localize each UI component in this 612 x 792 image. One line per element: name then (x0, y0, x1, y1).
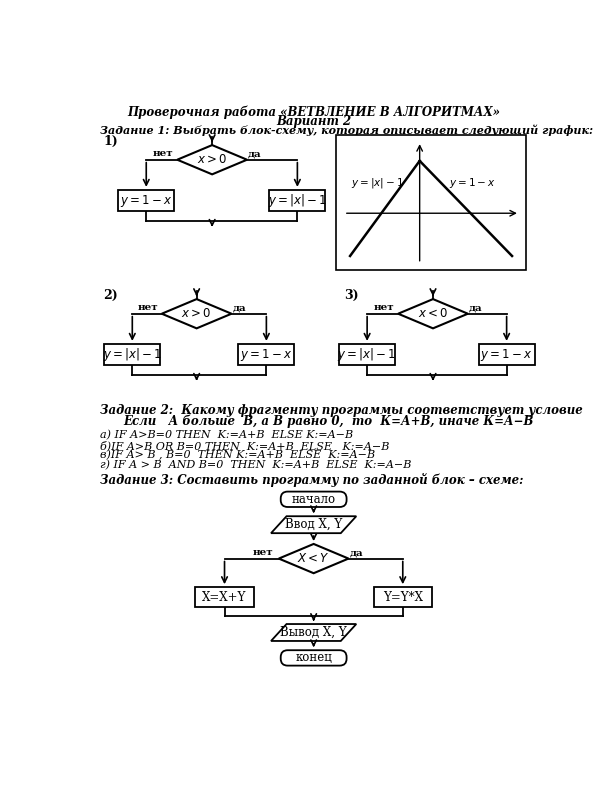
Text: $x<0$: $x<0$ (418, 307, 448, 320)
Polygon shape (162, 299, 231, 329)
Bar (239, 344, 294, 365)
Bar (118, 190, 174, 211)
Polygon shape (398, 299, 468, 329)
FancyBboxPatch shape (281, 650, 346, 665)
Text: $y=|x|-1$: $y=|x|-1$ (267, 192, 327, 209)
Text: Y=Y*X: Y=Y*X (382, 591, 423, 604)
Polygon shape (177, 145, 247, 174)
Text: да: да (469, 303, 482, 312)
FancyBboxPatch shape (281, 492, 346, 507)
Text: Если   А больше  В, а В равно 0,  то  К=А+В, иначе К=А−В: Если А больше В, а В равно 0, то К=А+В, … (123, 415, 534, 428)
Bar (374, 587, 432, 607)
Text: $X<Y$: $X<Y$ (297, 552, 330, 565)
Text: да: да (233, 303, 246, 312)
Bar (269, 190, 325, 211)
Text: начало: начало (291, 493, 336, 506)
Polygon shape (271, 624, 356, 641)
Text: а) IF A>B=0 THEN  K:=A+B  ELSE K:=A−B: а) IF A>B=0 THEN K:=A+B ELSE K:=A−B (100, 430, 353, 440)
Text: в)IF A> B , B=0  THEN K:=A+B  ELSE  K:=A−B: в)IF A> B , B=0 THEN K:=A+B ELSE K:=A−B (100, 450, 375, 461)
Text: 1): 1) (103, 135, 118, 148)
Text: 3): 3) (344, 289, 359, 302)
Text: $y=1-x$: $y=1-x$ (449, 176, 496, 190)
Text: нет: нет (153, 150, 174, 158)
Text: 2): 2) (103, 289, 118, 302)
Polygon shape (271, 516, 356, 533)
Text: Проверочная работа «ВЕТВЛЕНИЕ В АЛГОРИТМАХ»: Проверочная работа «ВЕТВЛЕНИЕ В АЛГОРИТМ… (127, 105, 500, 119)
Text: Вывод X, Y: Вывод X, Y (280, 626, 347, 639)
Text: Вариант 2: Вариант 2 (276, 115, 351, 128)
Bar (336, 135, 526, 270)
Text: $y=|x|-1$: $y=|x|-1$ (351, 176, 403, 190)
Bar (479, 344, 534, 365)
Text: г) IF A > B  AND B=0  THEN  K:=A+B  ELSE  K:=A−B: г) IF A > B AND B=0 THEN K:=A+B ELSE K:=… (100, 460, 411, 470)
Text: Ввод X, Y: Ввод X, Y (285, 518, 342, 531)
Text: Задание 2:  Какому фрагменту программы соответствует условие: Задание 2: Какому фрагменту программы со… (100, 404, 583, 417)
Text: $y=1-x$: $y=1-x$ (240, 347, 293, 363)
Bar (195, 587, 253, 607)
Text: $x>0$: $x>0$ (197, 153, 227, 166)
Text: нет: нет (253, 548, 274, 558)
Text: $x>0$: $x>0$ (182, 307, 212, 320)
Text: нет: нет (138, 303, 158, 312)
Text: да: да (349, 548, 363, 558)
Text: $y=|x|-1$: $y=|x|-1$ (337, 346, 397, 363)
Text: $y=1-x$: $y=1-x$ (120, 192, 173, 208)
Text: X=X+Y: X=X+Y (203, 591, 247, 604)
Text: $y=1-x$: $y=1-x$ (480, 347, 533, 363)
Text: конец: конец (295, 651, 332, 664)
Text: Задание 3: Составить программу по заданной блок – схеме:: Задание 3: Составить программу по заданн… (100, 473, 523, 487)
Text: $y=|x|-1$: $y=|x|-1$ (103, 346, 162, 363)
Polygon shape (279, 544, 348, 573)
Text: Задание 1: Выбрать блок-схему, которая описывает следующий график:: Задание 1: Выбрать блок-схему, которая о… (100, 124, 593, 136)
Text: да: да (248, 150, 261, 158)
Bar (105, 344, 160, 365)
Text: нет: нет (374, 303, 395, 312)
Bar (339, 344, 395, 365)
Text: б)IF A>B OR B=0 THEN  K:=A+B  ELSE   K:=A−B: б)IF A>B OR B=0 THEN K:=A+B ELSE K:=A−B (100, 440, 389, 451)
